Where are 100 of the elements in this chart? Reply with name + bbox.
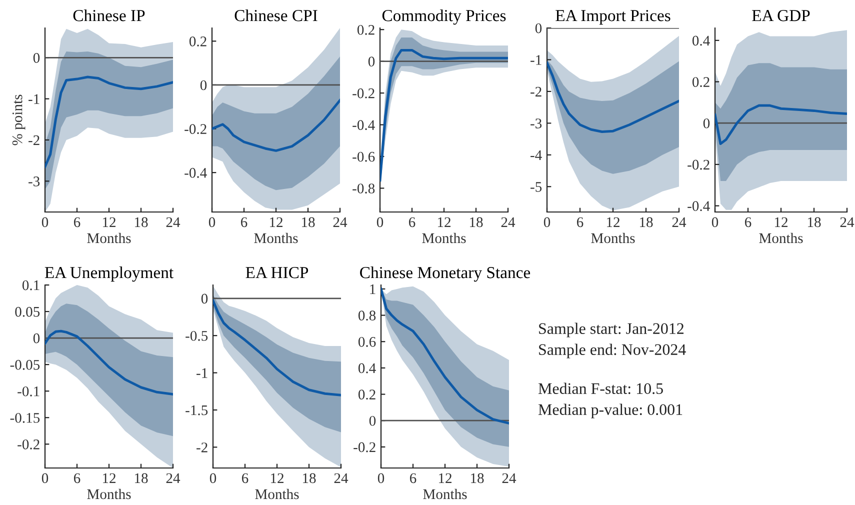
y-tick-label: 0.4 xyxy=(358,363,376,374)
x-tick-label: 6 xyxy=(242,473,248,484)
x-axis-title: Months xyxy=(87,488,131,500)
chart-title: Chinese IP xyxy=(73,9,145,22)
text: Median p-value: 0.001 xyxy=(538,404,682,418)
x-tick-label: 6 xyxy=(74,217,80,228)
y-tick-label: -0.4 xyxy=(184,168,207,178)
y-tick-label: 0 xyxy=(33,333,40,344)
x-tick-label: 24 xyxy=(501,217,516,227)
x-tick-label: 6 xyxy=(576,217,584,228)
y-tick-label: 0 xyxy=(535,23,542,34)
x-tick-label: 0 xyxy=(210,473,216,484)
y-tick-label: 0.4 xyxy=(692,36,710,46)
x-tick-label: 18 xyxy=(302,473,316,484)
x-tick-label: 0 xyxy=(42,217,48,228)
y-tick-label: -0.2 xyxy=(354,442,376,452)
line-series xyxy=(715,104,847,146)
x-tick-label: 24 xyxy=(166,473,180,483)
x-tick-label: 0 xyxy=(376,217,384,228)
x-tick-label: 0 xyxy=(544,217,550,228)
x-tick-label: 18 xyxy=(134,473,148,484)
x-tick-label: 24 xyxy=(502,473,516,483)
y-tick-label: -5 xyxy=(530,182,542,192)
y-tick-label: -0.15 xyxy=(10,412,40,423)
line-series xyxy=(213,299,341,396)
x-tick-label: 12 xyxy=(102,473,116,483)
x-tick-label: 6 xyxy=(74,473,80,484)
chart-title: Chinese CPI xyxy=(234,9,318,22)
y-tick-label: -0.2 xyxy=(352,88,374,98)
x-axis-title: Months xyxy=(87,232,131,244)
chart-title: EA Unemployment xyxy=(44,266,174,282)
x-tick-label: 18 xyxy=(808,217,821,228)
x-axis-title: Months xyxy=(591,232,635,244)
y-tick-label: 0 xyxy=(200,80,207,90)
line-series xyxy=(212,99,340,152)
text: Sample start: Jan-2012 xyxy=(539,322,684,338)
y-tick-label: 0.8 xyxy=(358,310,376,321)
y-tick-label: -3 xyxy=(530,118,542,128)
x-tick-label: 6 xyxy=(240,217,248,228)
y-tick-label: -2 xyxy=(196,442,208,452)
y-tick-label: 0.2 xyxy=(189,36,206,46)
x-tick-label: 12 xyxy=(438,473,452,483)
x-axis-title: Months xyxy=(422,232,466,244)
y-tick-label: -0.5 xyxy=(186,330,208,341)
y-tick-label: -1 xyxy=(196,368,208,378)
y-tick-label: -0.4 xyxy=(352,120,375,130)
x-tick-label: 18 xyxy=(640,217,653,228)
x-tick-label: 12 xyxy=(102,217,116,227)
y-tick-label: 1 xyxy=(370,284,376,294)
y-tick-label: -4 xyxy=(530,150,542,160)
y-tick-label: 0.05 xyxy=(15,306,40,317)
x-tick-label: 12 xyxy=(606,217,620,227)
x-tick-label: 0 xyxy=(42,473,48,484)
y-tick-label: -0.1 xyxy=(18,386,40,396)
y-tick-label: -0.6 xyxy=(352,152,375,162)
x-tick-label: 6 xyxy=(410,473,416,484)
y-tick-label: -1.5 xyxy=(186,405,208,416)
y-tick-label: -0.05 xyxy=(10,360,40,370)
x-tick-label: 18 xyxy=(470,217,483,228)
y-tick-label: -1 xyxy=(28,94,40,104)
y-tick-label: 0.2 xyxy=(692,77,710,88)
y-tick-label: 0.1 xyxy=(22,280,40,290)
x-tick-label: 24 xyxy=(333,217,348,227)
y-tick-label: 0 xyxy=(368,56,375,67)
y-tick-label: -0.8 xyxy=(352,184,375,194)
line-series xyxy=(45,330,173,396)
text: Median F-stat: 10.5 xyxy=(538,382,663,394)
x-tick-label: 18 xyxy=(134,217,148,228)
y-tick-label: -0.2 xyxy=(184,124,206,134)
x-axis-title: Months xyxy=(255,488,299,500)
y-tick-label: 0 xyxy=(369,416,376,426)
x-tick-label: 12 xyxy=(774,217,788,227)
x-tick-label: 6 xyxy=(744,217,752,228)
y-tick-label: 0 xyxy=(201,294,208,304)
x-tick-label: 6 xyxy=(408,217,416,228)
y-tick-label: -2 xyxy=(530,86,542,97)
chart-title: EA HICP xyxy=(246,267,308,278)
x-tick-label: 0 xyxy=(208,217,216,228)
x-tick-label: 24 xyxy=(334,473,348,483)
y-tick-label: 0.6 xyxy=(358,336,376,347)
chart-title: Chinese Monetary Stance xyxy=(360,266,530,282)
x-axis-title: Months xyxy=(254,232,298,244)
x-tick-label: 0 xyxy=(378,473,384,484)
x-tick-label: 12 xyxy=(270,473,284,483)
y-axis-title: % points xyxy=(12,94,26,146)
x-tick-label: 24 xyxy=(840,217,854,227)
y-tick-label: -0.4 xyxy=(688,201,710,212)
y-tick-label: 0 xyxy=(33,53,40,63)
x-tick-label: 0 xyxy=(712,217,718,228)
y-tick-label: -1 xyxy=(530,55,542,65)
y-tick-label: -0.2 xyxy=(688,160,710,170)
y-tick-label: 0.2 xyxy=(357,24,374,35)
x-tick-label: 24 xyxy=(672,217,686,227)
y-tick-label: -3 xyxy=(28,176,40,186)
x-axis-title: Months xyxy=(759,232,803,244)
x-axis-title: Months xyxy=(423,488,467,500)
line-series xyxy=(547,62,679,133)
x-tick-label: 12 xyxy=(438,217,450,227)
x-tick-label: 24 xyxy=(166,217,180,227)
y-tick-label: -2 xyxy=(28,135,40,146)
